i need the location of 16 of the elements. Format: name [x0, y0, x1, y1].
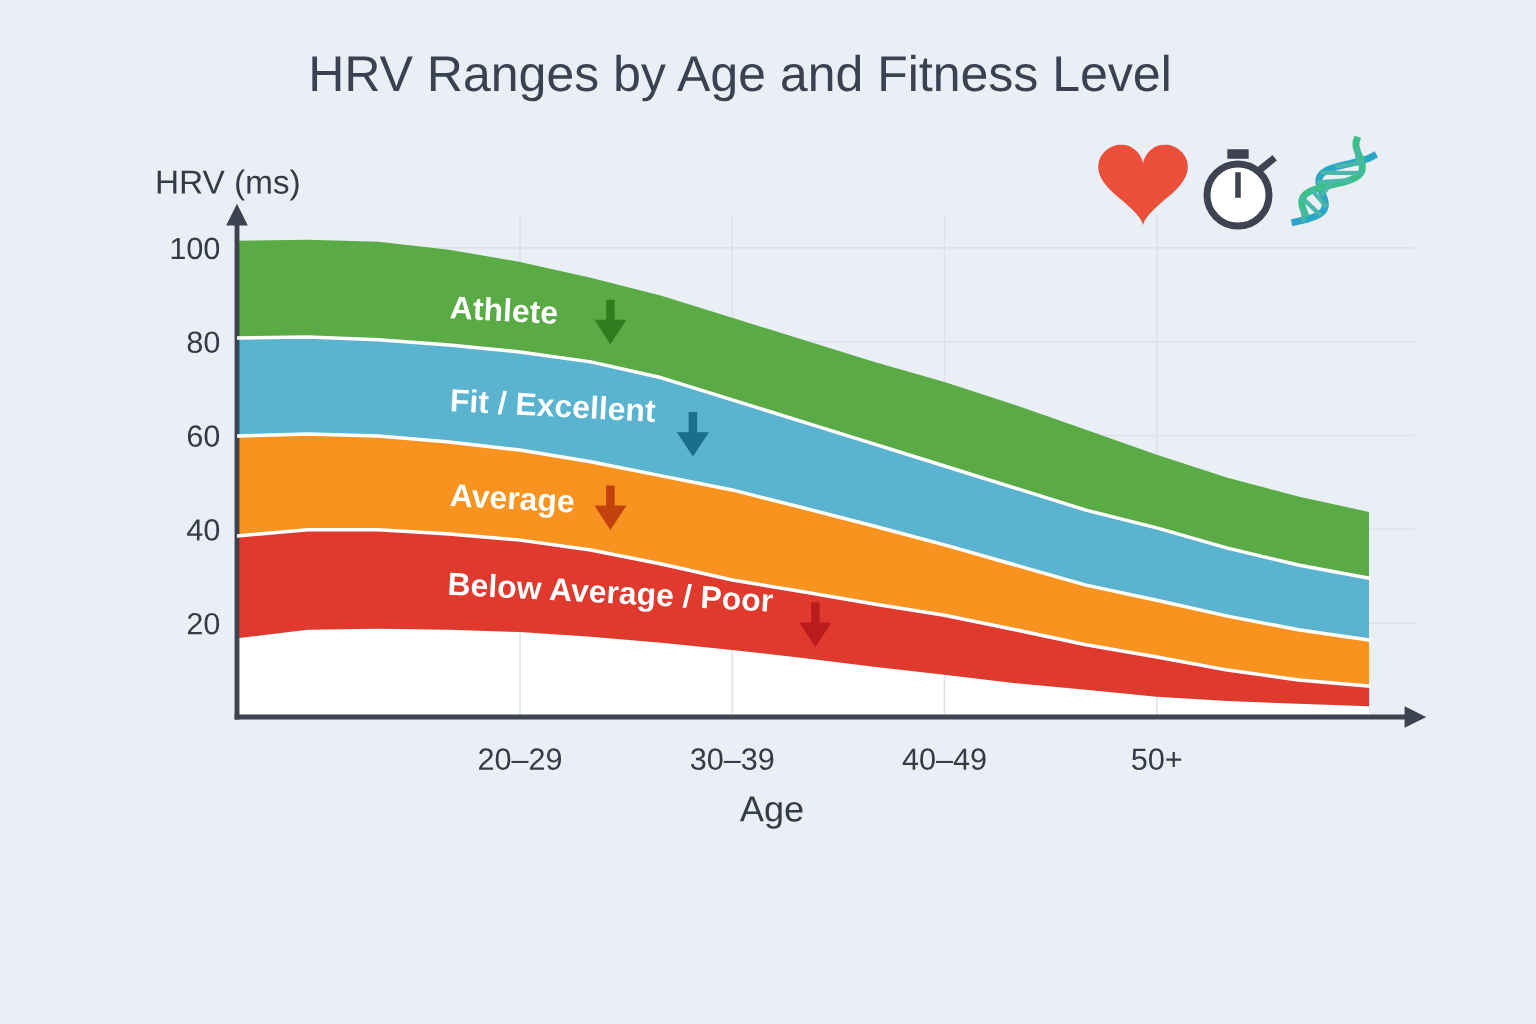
series-label: Athlete — [450, 295, 558, 325]
x-tick-label: 30–39 — [690, 748, 774, 770]
series-label: Below Average / Poor — [448, 571, 774, 619]
series-label: Fit / Excellent — [451, 388, 656, 423]
x-axis-title: Age — [739, 796, 803, 829]
y-tick-label: 20 — [187, 612, 220, 635]
x-tick-label: 20–29 — [479, 748, 562, 770]
y-tick-label: 100 — [171, 237, 220, 260]
x-tick-label: 40–49 — [902, 748, 986, 770]
y-tick-label: 80 — [187, 331, 220, 354]
x-tick-label: 50+ — [1132, 748, 1182, 770]
chart-title: HRV Ranges by Age and Fitness Level — [312, 54, 1169, 102]
y-axis-title: HRV (ms) — [157, 169, 299, 201]
y-tick-label: 40 — [187, 519, 220, 541]
series-label: Average — [449, 484, 575, 520]
y-tick-label: 60 — [187, 425, 220, 447]
